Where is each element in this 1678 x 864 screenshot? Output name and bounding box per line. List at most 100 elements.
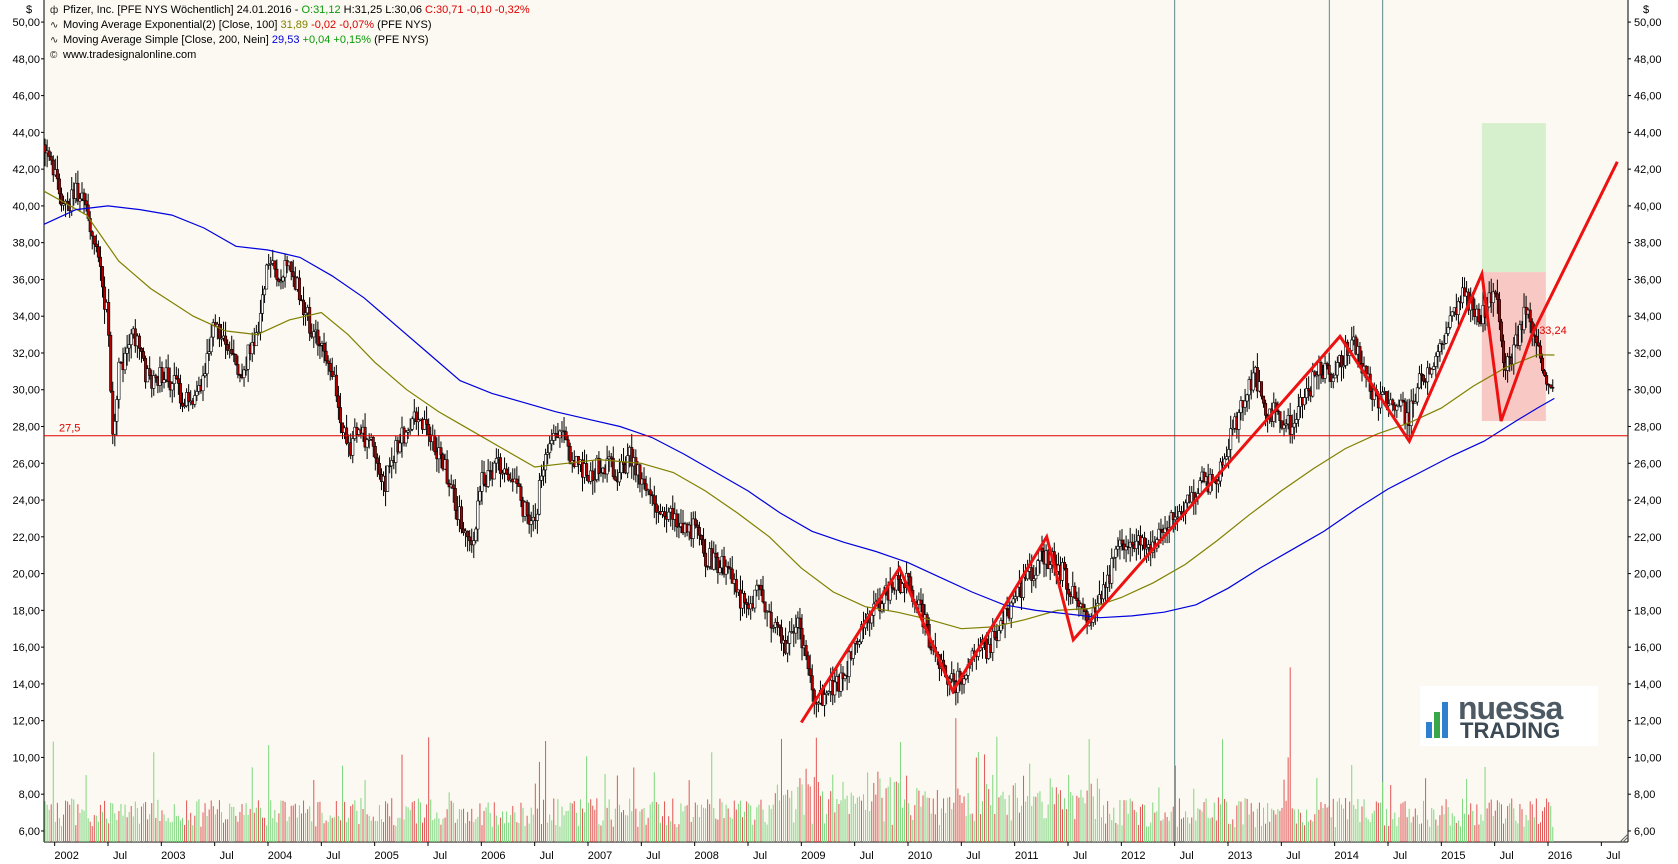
legend-ema-change: -0,02 [311, 19, 337, 31]
candle-body [330, 371, 334, 377]
candle-body [1541, 357, 1545, 371]
x-tick-label: Jul [1286, 850, 1300, 862]
volume-bars [44, 667, 1554, 842]
candle-body [88, 218, 92, 233]
candle-body [585, 463, 589, 476]
candle-body [217, 323, 221, 339]
candle-body [1327, 364, 1331, 375]
candle-body [1032, 578, 1036, 581]
y-tick-label-right: 30,00 [1634, 385, 1662, 397]
legend-close: C:30,71 [425, 4, 464, 16]
candle-body [258, 313, 262, 333]
candle-body [117, 361, 121, 400]
candle-body [1538, 345, 1542, 359]
candle-body [544, 454, 548, 471]
candle-body [388, 465, 392, 468]
y-tick-label-left: 6,00 [19, 826, 40, 838]
candle-body [527, 514, 531, 525]
candle-body [730, 568, 734, 584]
candle-body [1284, 423, 1288, 426]
candle-body [777, 624, 781, 628]
candle-body [1231, 427, 1235, 430]
legend-ema-line: ∿ Moving Average Exponential(2) [Close, 1… [50, 18, 530, 33]
y-tick-label-right: 6,00 [1634, 826, 1655, 838]
candle-body [273, 260, 277, 270]
candle-body [993, 631, 997, 639]
candle-body [1175, 516, 1179, 519]
candle-body [1391, 399, 1395, 406]
candle-body [1040, 547, 1044, 552]
candle-body [334, 374, 338, 397]
y-tick-label-right: 8,00 [1634, 789, 1655, 801]
candle-body [1145, 547, 1149, 550]
candle-body [804, 645, 808, 657]
candle-body [1116, 546, 1120, 550]
candle-body [404, 431, 408, 444]
candle-body [304, 312, 308, 316]
candle-body [1502, 340, 1506, 364]
candle-body [755, 584, 759, 591]
x-tick-label: 2003 [161, 850, 185, 862]
candle-body [178, 383, 182, 404]
candle-body [101, 266, 105, 288]
candle-body [1534, 335, 1538, 344]
candle-body [1112, 557, 1116, 559]
candle-body [250, 342, 254, 355]
candle-body [76, 182, 80, 202]
candle-body [728, 567, 732, 570]
candle-body [1438, 343, 1442, 353]
candle-body [375, 457, 379, 464]
candle-body [743, 593, 747, 603]
x-tick-label: 2014 [1334, 850, 1358, 862]
candle-body [779, 627, 783, 644]
candle-body [693, 518, 697, 526]
candle-body [630, 447, 634, 467]
candle-body [172, 375, 176, 384]
candle-body [816, 702, 820, 705]
candle-body [279, 280, 283, 283]
candle-body [847, 651, 851, 677]
y-tick-label-right: 20,00 [1634, 569, 1662, 581]
candle-body [466, 530, 470, 538]
candle-body [909, 576, 913, 591]
candle-body [1545, 375, 1549, 385]
legend-source-line: © www.tradesignalonline.com [50, 48, 530, 63]
candle-body [1434, 355, 1438, 367]
candle-body [1456, 301, 1460, 315]
candle-body [1491, 291, 1495, 303]
candle-body [942, 659, 946, 667]
candle-body [952, 673, 956, 682]
candle-body [767, 610, 771, 613]
candle-body [1198, 480, 1202, 494]
candle-body [718, 567, 722, 573]
candle-body [880, 603, 884, 612]
candle-body [82, 192, 86, 202]
y-tick-label-left: 10,00 [12, 752, 40, 764]
candle-body [501, 472, 505, 475]
candle-body [800, 628, 804, 649]
candle-body [1048, 564, 1052, 570]
candle-body [478, 491, 482, 502]
candle-body [1026, 571, 1030, 580]
candle-body [283, 260, 287, 278]
y-tick-label-right: 42,00 [1634, 164, 1662, 176]
candle-body [1311, 371, 1315, 397]
y-tick-label-right: 12,00 [1634, 716, 1662, 728]
candle-body [363, 426, 367, 448]
legend-sma-name: Moving Average Simple [Close, 200, Nein] [63, 34, 269, 46]
candle-body [224, 335, 228, 345]
candle-body [1325, 363, 1329, 366]
candle-body [1426, 367, 1430, 383]
candle-body [1508, 356, 1512, 358]
candle-body [648, 489, 652, 496]
plot-area [44, 0, 1628, 842]
annotation-price-label: 33,24 [1539, 325, 1567, 337]
logo-word-nuessa: nuessa [1458, 690, 1563, 726]
candle-body [1448, 315, 1452, 328]
candle-body [726, 566, 730, 568]
candle-body [154, 375, 158, 379]
candle-body [174, 375, 178, 379]
legend-low: L:30,06 [385, 4, 422, 16]
candle-body [1413, 401, 1417, 404]
